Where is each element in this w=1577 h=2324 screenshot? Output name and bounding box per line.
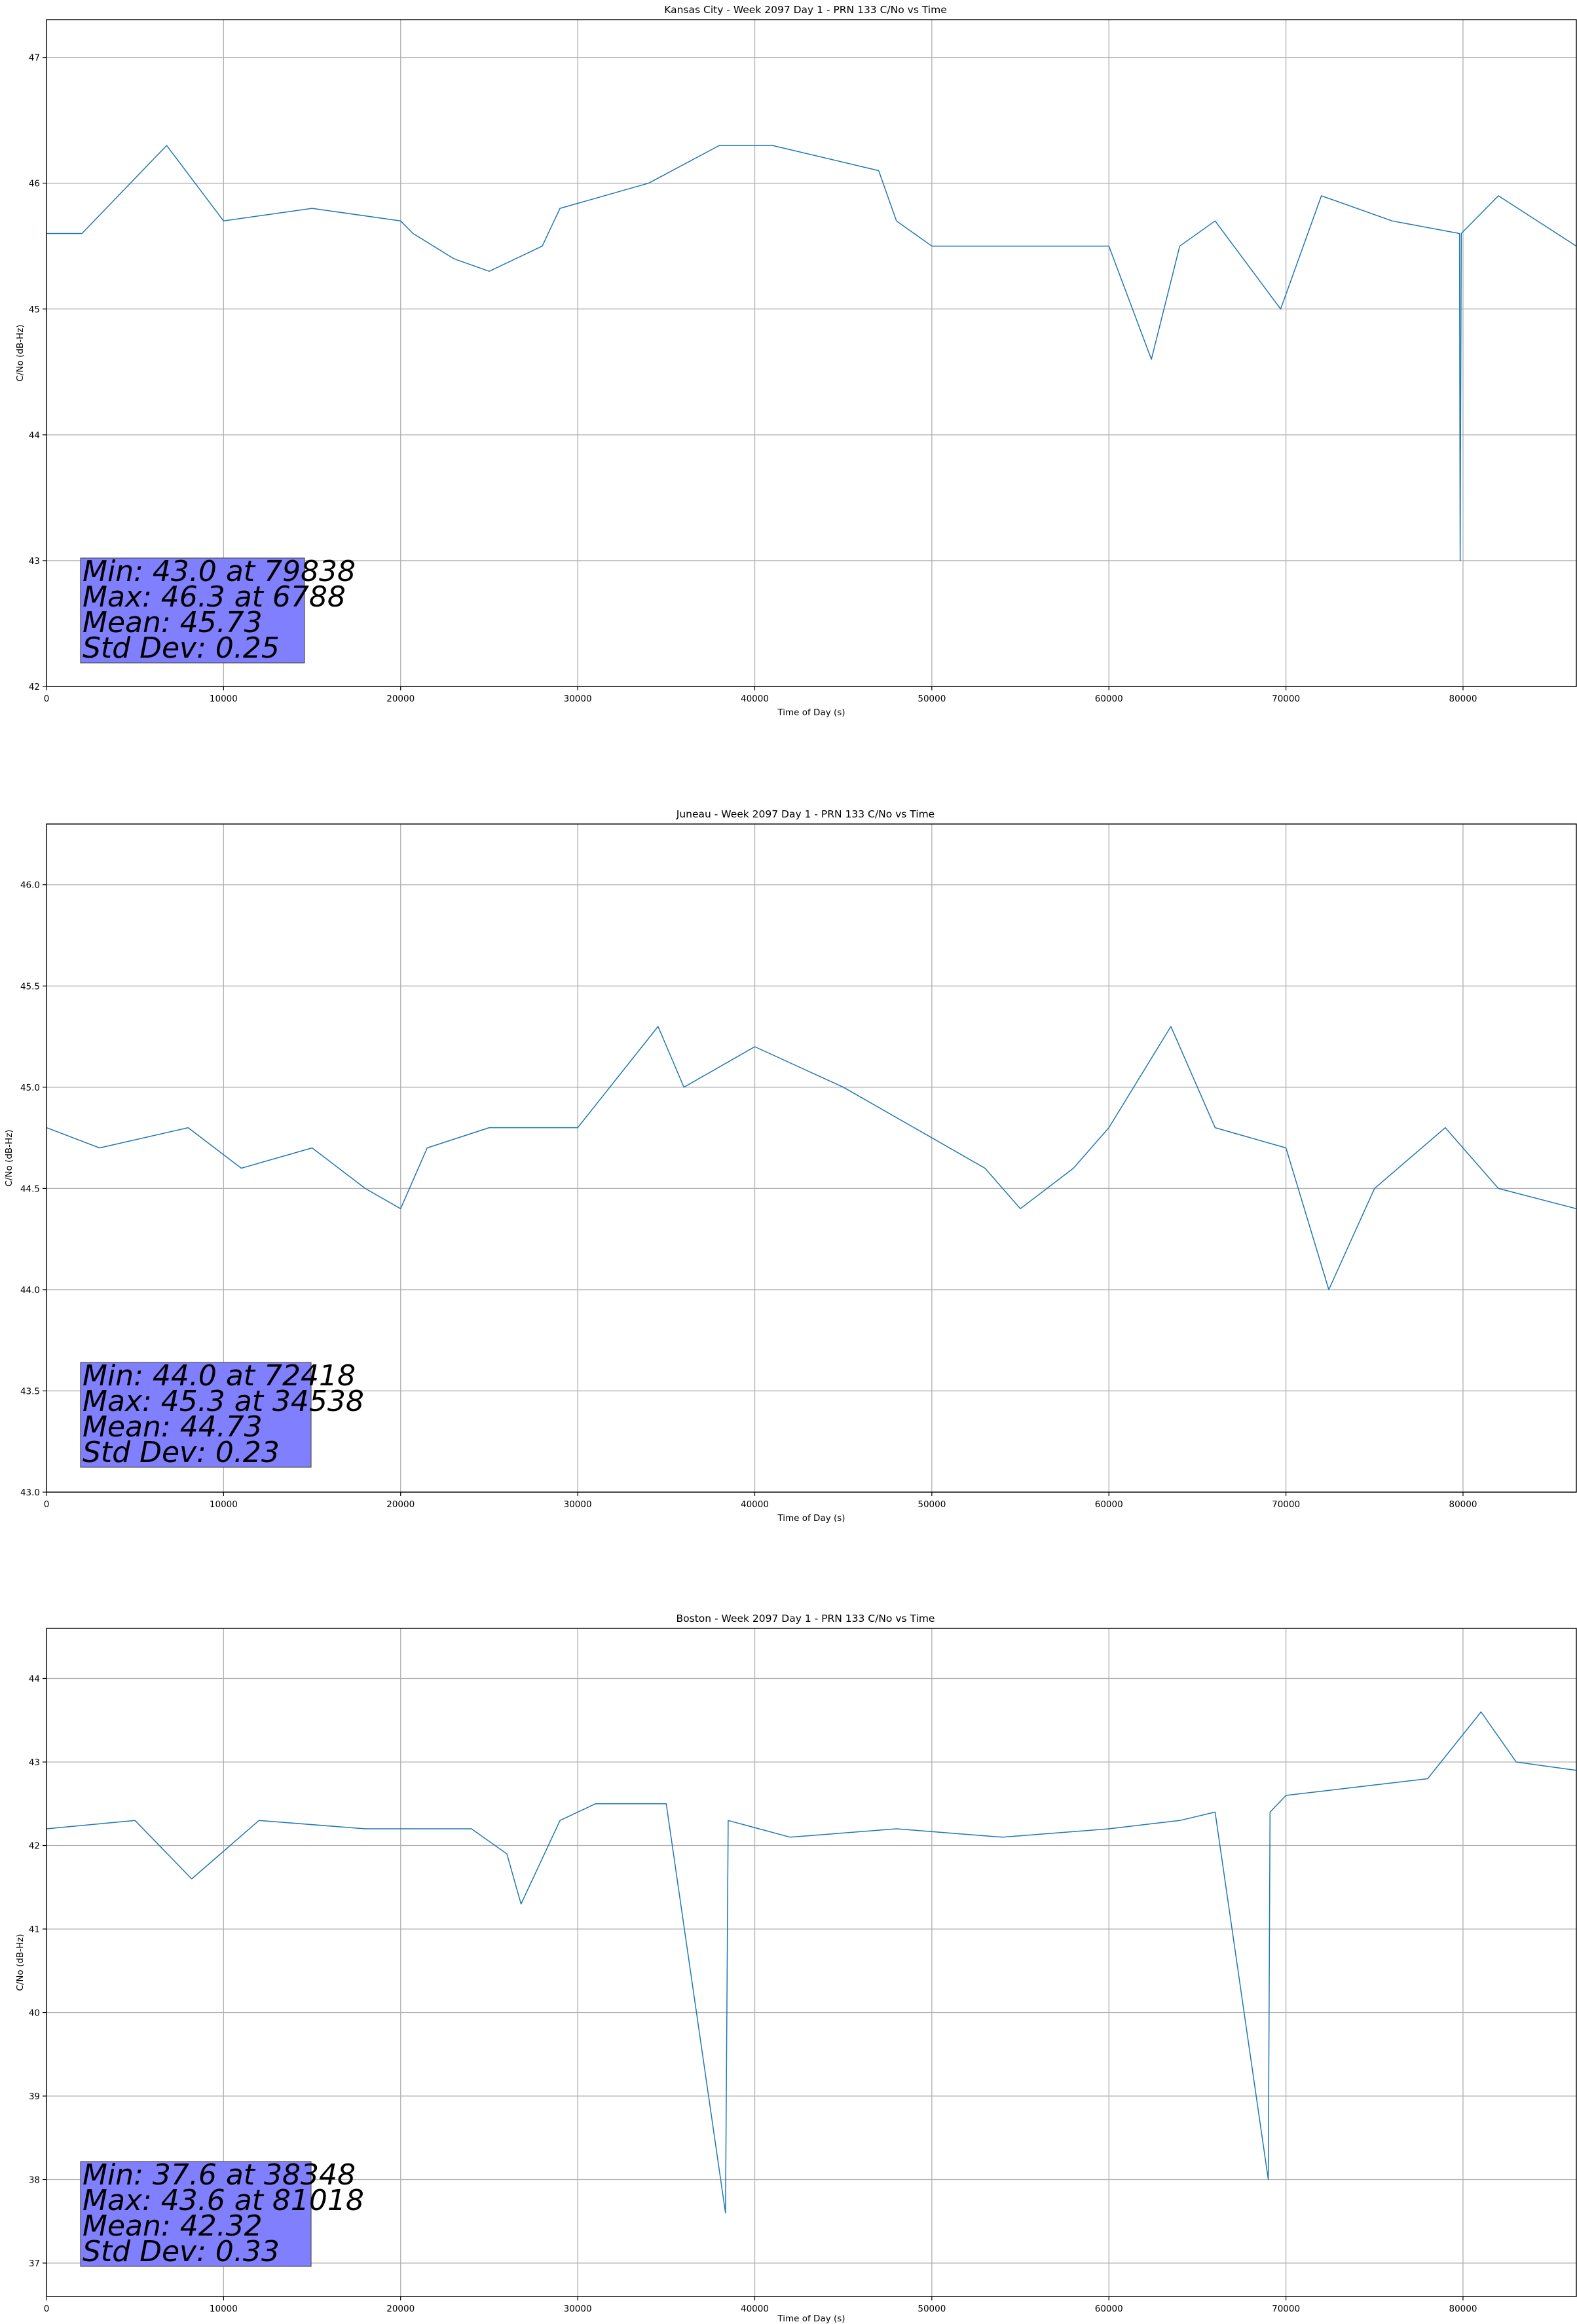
stats-background [80,1362,312,1468]
series-line [46,1026,1577,1290]
stats-box: Min: 44.0 at 72418 Max: 45.3 at 34538 Me… [80,1359,364,1469]
stats-min: Min: 43.0 at 79838 [83,555,356,588]
x-tick-label: 40000 [741,694,769,704]
x-tick-label: 70000 [1272,694,1300,704]
y-tick-label: 47 [29,53,40,64]
x-tick-label: 50000 [918,694,946,704]
panel-boston: Boston - Week 2097 Day 1 - PRN 133 C/No … [15,1613,1577,2324]
y-tick-label: 43 [29,1757,40,1768]
y-tick-label: 44 [29,1674,40,1685]
y-axis-label: C/No (dB-Hz) [15,324,26,381]
stats-mean: Mean: 42.32 [83,2209,263,2243]
x-tick-label: 20000 [386,1499,415,1510]
stats-background [80,557,305,664]
x-tick-label: 0 [44,1499,50,1510]
y-tick-label: 44.5 [20,1184,40,1194]
stats-std-dev: Std Dev: 0.25 [83,631,280,665]
y-tick-label: 45 [29,305,40,315]
y-tick-label: 43.0 [20,1488,40,1498]
plot-frame [46,19,1577,687]
stats-max: Max: 43.6 at 81018 [83,2184,364,2217]
x-tick-label: 30000 [564,694,592,704]
x-tick-label: 50000 [918,2304,946,2314]
x-tick-label: 40000 [741,2304,769,2314]
x-tick-label: 30000 [564,2304,592,2314]
stats-background [80,2161,312,2267]
chart-title: Juneau - Week 2097 Day 1 - PRN 133 C/No … [676,808,935,820]
y-tick-label: 38 [29,2175,40,2186]
stats-std-dev: Std Dev: 0.23 [83,1436,280,1469]
axis-ticks: 0 10000 20000 30000 40000 50000 60000 70000 8000… [29,1674,1477,2315]
x-tick-label: 80000 [1449,694,1477,704]
stats-box: Min: 37.6 at 38348 Max: 43.6 at 81018 Me… [80,2158,364,2268]
plot-frame [46,1628,1577,2297]
x-tick-label: 60000 [1095,2304,1123,2314]
y-axis-label: C/No (dB-Hz) [15,1934,26,1991]
y-tick-label: 40 [29,2008,40,2019]
x-tick-label: 10000 [210,2304,238,2314]
y-tick-label: 44.0 [20,1285,40,1296]
y-tick-label: 42 [29,682,40,692]
chart-title: Boston - Week 2097 Day 1 - PRN 133 C/No … [677,1613,935,1624]
y-tick-label: 37 [29,2258,40,2269]
y-tick-label: 39 [29,2091,40,2102]
x-tick-label: 70000 [1272,1499,1300,1510]
panel-kansas-city: Kansas City - Week 2097 Day 1 - PRN 133 … [15,4,1577,718]
x-tick-label: 40000 [741,1499,769,1510]
x-tick-label: 20000 [386,694,415,704]
x-tick-label: 10000 [210,1499,238,1510]
stats-min: Min: 44.0 at 72418 [83,1359,356,1393]
x-tick-label: 0 [44,2304,50,2314]
y-tick-label: 42 [29,1841,40,1852]
x-tick-label: 20000 [386,2304,415,2314]
x-axis-label: Time of Day (s) [777,2314,845,2324]
chart-title: Kansas City - Week 2097 Day 1 - PRN 133 … [664,4,947,16]
y-tick-label: 43.5 [20,1386,40,1396]
y-tick-label: 46 [29,179,40,189]
y-tick-label: 45.5 [20,981,40,992]
y-tick-label: 41 [29,1924,40,1935]
x-tick-label: 0 [44,694,50,704]
x-tick-label: 60000 [1095,694,1123,704]
series-line [46,1711,1577,2214]
axis-ticks: 0 10000 20000 30000 40000 50000 60000 70000 8000… [29,53,1477,704]
series-line [46,145,1577,561]
x-tick-label: 80000 [1449,1499,1477,1510]
axis-ticks: 0 10000 20000 30000 40000 50000 60000 70000 8000… [20,880,1477,1510]
stats-mean: Mean: 44.73 [83,1410,263,1444]
y-tick-label: 44 [29,430,40,441]
stats-max: Max: 46.3 at 6788 [83,580,346,614]
stats-max: Max: 45.3 at 34538 [83,1385,364,1418]
plot-frame [46,823,1577,1493]
x-axis-label: Time of Day (s) [777,707,845,718]
y-tick-label: 46.0 [20,880,40,891]
stats-std-dev: Std Dev: 0.33 [83,2235,280,2268]
y-axis-label: C/No (dB-Hz) [4,1129,14,1186]
stats-box: Min: 43.0 at 79838 Max: 46.3 at 6788 Mea… [80,555,356,665]
x-tick-label: 50000 [918,1499,946,1510]
x-tick-label: 60000 [1095,1499,1123,1510]
stats-min: Min: 37.6 at 38348 [83,2158,356,2192]
x-tick-label: 80000 [1449,2304,1477,2314]
x-axis-label: Time of Day (s) [777,1513,845,1524]
stats-mean: Mean: 45.73 [83,606,263,639]
panel-juneau: Juneau - Week 2097 Day 1 - PRN 133 C/No … [4,808,1577,1524]
x-tick-label: 30000 [564,1499,592,1510]
x-tick-label: 10000 [210,694,238,704]
y-tick-label: 45.0 [20,1083,40,1093]
x-tick-label: 70000 [1272,2304,1300,2314]
y-tick-label: 43 [29,556,40,567]
